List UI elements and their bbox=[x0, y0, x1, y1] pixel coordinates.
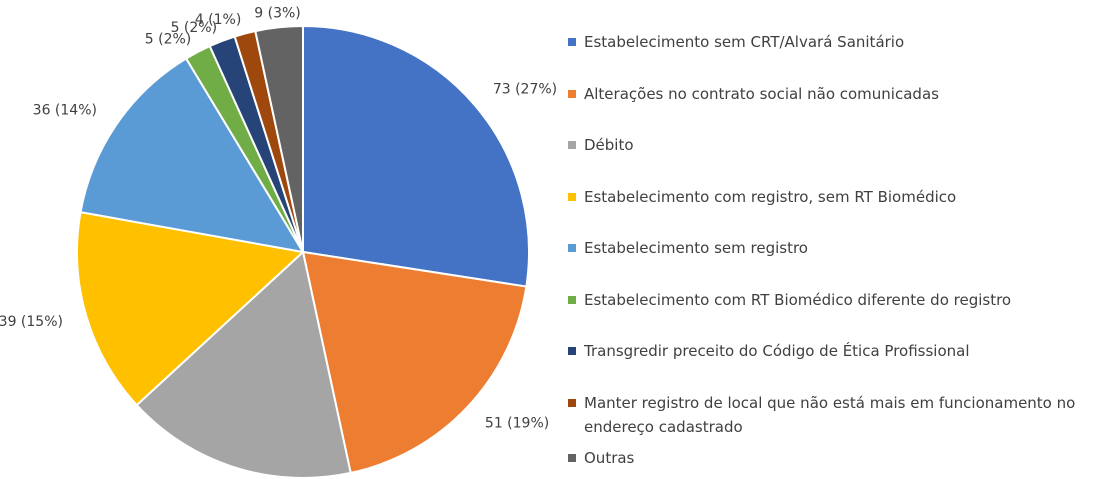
legend-item: Débito bbox=[568, 133, 1108, 185]
legend-item: Estabelecimento sem CRT/Alvará Sanitário bbox=[568, 30, 1108, 82]
pie-slice bbox=[76, 211, 306, 407]
legend-item: Manter registro de local que não está ma… bbox=[568, 391, 1108, 446]
legend: Estabelecimento sem CRT/Alvará Sanitário… bbox=[568, 30, 1108, 479]
legend-swatch bbox=[568, 89, 576, 98]
legend-swatch bbox=[568, 244, 576, 252]
legend-swatch bbox=[568, 192, 576, 201]
legend-label: Alterações no contrato social não comuni… bbox=[584, 84, 939, 103]
pie-slice bbox=[301, 250, 528, 475]
legend-label: Débito bbox=[584, 136, 634, 154]
data-label: 9 (3%) bbox=[254, 5, 301, 21]
legend-label: Manter registro de local que não está ma… bbox=[584, 393, 1076, 436]
legend-item: Alterações no contrato social não comuni… bbox=[568, 82, 1108, 134]
data-label: 73 (27%) bbox=[493, 81, 557, 97]
legend-item: Estabelecimento com registro, sem RT Bio… bbox=[568, 185, 1108, 237]
legend-swatch bbox=[568, 38, 576, 46]
data-label: 5 (2%) bbox=[145, 32, 192, 48]
legend-label: Transgredir preceito do Código de Ética … bbox=[584, 342, 970, 360]
legend-item: Outras bbox=[568, 446, 1108, 479]
legend-item: Transgredir preceito do Código de Ética … bbox=[568, 339, 1108, 391]
legend-swatch bbox=[568, 453, 576, 462]
data-label: 51 (19%) bbox=[485, 415, 549, 431]
legend-swatch bbox=[568, 141, 576, 149]
pie-slice bbox=[254, 24, 304, 253]
legend-label: Outras bbox=[584, 448, 635, 467]
legend-label: Estabelecimento com RT Biomédico diferen… bbox=[584, 290, 1012, 309]
legend-swatch bbox=[568, 295, 576, 304]
legend-item: Estabelecimento sem registro bbox=[568, 236, 1108, 288]
pie-slice bbox=[302, 24, 530, 288]
legend-swatch bbox=[568, 347, 576, 355]
legend-swatch bbox=[568, 398, 576, 407]
pie-slice bbox=[79, 57, 305, 254]
data-label: 36 (14%) bbox=[33, 102, 97, 118]
data-label: 39 (15%) bbox=[0, 314, 63, 330]
legend-label: Estabelecimento sem registro bbox=[584, 239, 808, 257]
data-label: 5 (2%) bbox=[171, 20, 218, 36]
pie-slice bbox=[135, 250, 352, 479]
legend-label: Estabelecimento com registro, sem RT Bio… bbox=[584, 187, 957, 206]
legend-item: Estabelecimento com RT Biomédico diferen… bbox=[568, 288, 1108, 340]
data-label: 4 (1%) bbox=[195, 12, 242, 28]
legend-label: Estabelecimento sem CRT/Alvará Sanitário bbox=[584, 33, 905, 51]
